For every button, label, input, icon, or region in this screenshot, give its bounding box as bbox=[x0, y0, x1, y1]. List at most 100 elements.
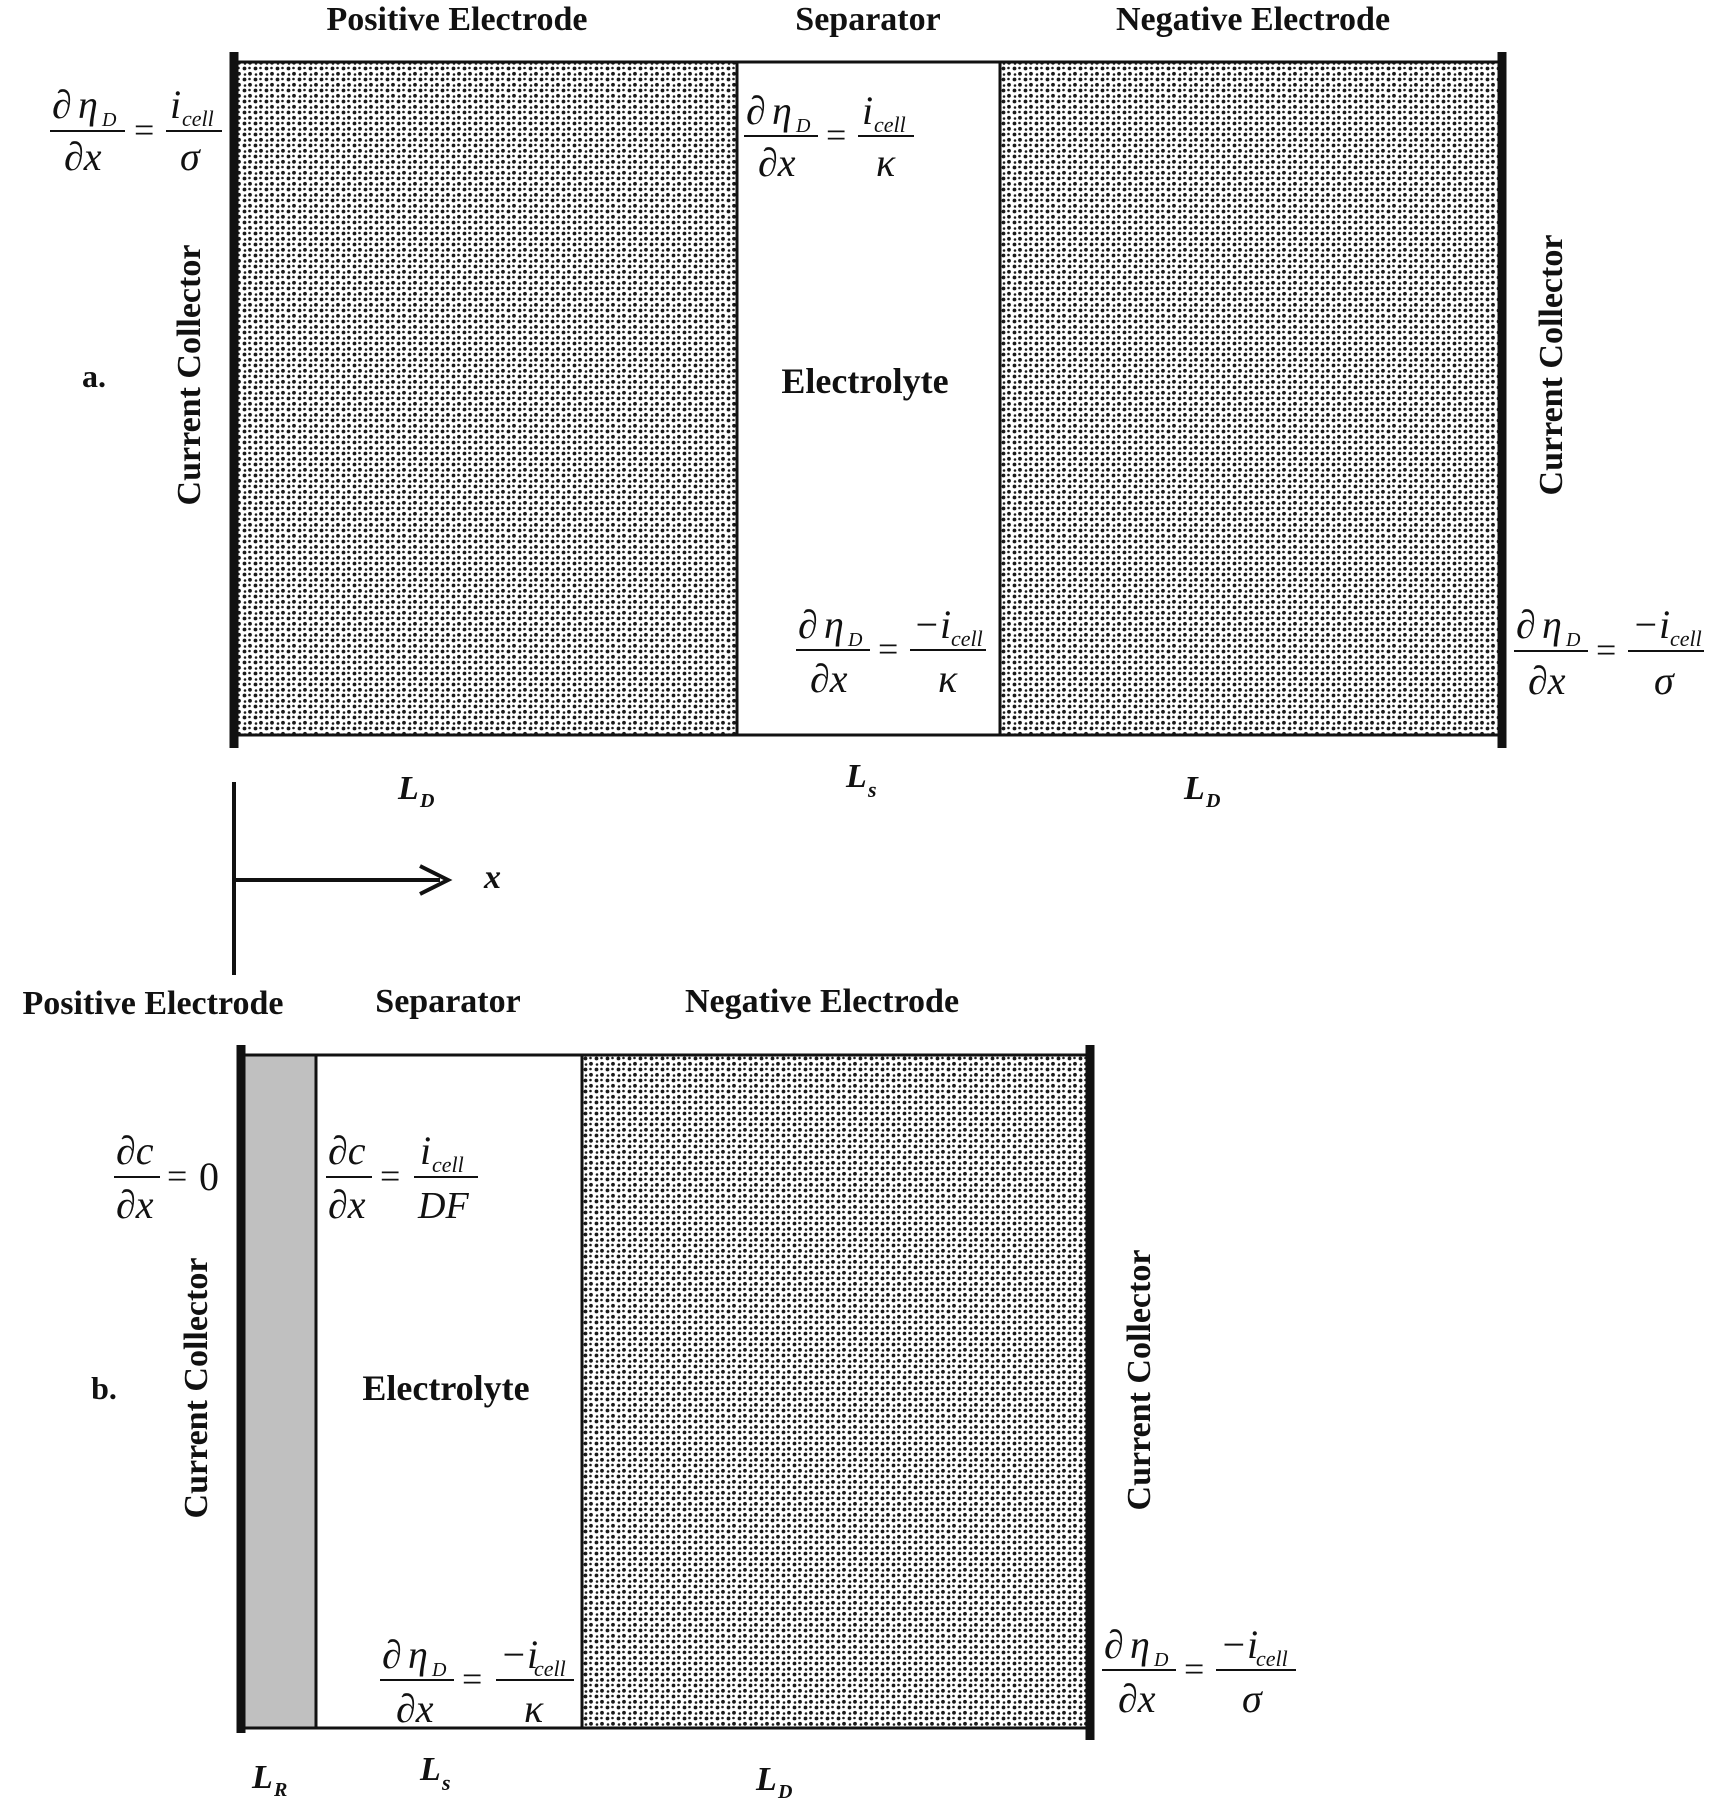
a-eq-right-rden: σ bbox=[1654, 658, 1675, 703]
b-panel-tag: b. bbox=[91, 1370, 117, 1406]
panel-b: Positive Electrode Separator Negative El… bbox=[23, 983, 1296, 1800]
b-eq-sep-bottom-var-sub: D bbox=[431, 1659, 447, 1681]
axis-x-label: x bbox=[483, 859, 501, 896]
b-eq-sep-top-equals: = bbox=[380, 1156, 400, 1196]
a-length-left-main: L bbox=[397, 770, 419, 807]
b-eq-left-num: ∂c bbox=[116, 1128, 154, 1173]
a-length-right-main: L bbox=[1183, 770, 1205, 807]
a-eq-sep-bottom-num: −i bbox=[913, 602, 951, 647]
b-length-mid: L s bbox=[419, 1751, 451, 1795]
b-eq-left-rhs: 0 bbox=[199, 1154, 219, 1199]
b-length-right-sub: D bbox=[777, 1781, 792, 1800]
a-eq-sep-top-den: ∂x bbox=[758, 140, 796, 185]
b-length-left-sub: R bbox=[273, 1779, 287, 1800]
a-right-collector-label: Current Collector bbox=[1533, 235, 1570, 496]
a-eq-right-var-sub: D bbox=[1565, 629, 1581, 651]
b-eq-right-partial: ∂ bbox=[1104, 1622, 1124, 1667]
a-eq-right-den: ∂x bbox=[1528, 658, 1566, 703]
b-eq-right-var: η bbox=[1130, 1622, 1150, 1667]
b-length-mid-main: L bbox=[419, 1751, 441, 1788]
panel-a: Positive Electrode Separator Negative El… bbox=[50, 1, 1704, 812]
b-eq-right-equals: = bbox=[1184, 1649, 1204, 1689]
b-eq-sep-bottom-num: −i bbox=[500, 1632, 538, 1677]
a-eq-left-den: ∂x bbox=[64, 134, 102, 179]
a-eq-sep-top-num-sub: cell bbox=[874, 112, 906, 137]
a-eq-left: ∂ η D ∂x = i cell σ bbox=[50, 82, 222, 179]
b-eq-left: ∂c ∂x = 0 bbox=[114, 1128, 219, 1227]
a-eq-left-var: η bbox=[78, 82, 98, 127]
b-eq-right-den: ∂x bbox=[1118, 1676, 1156, 1721]
b-eq-sep-bottom: ∂ η D ∂x = −i cell κ bbox=[380, 1632, 574, 1731]
b-eq-sep-top-rnum-sub: cell bbox=[432, 1152, 464, 1177]
a-negative-electrode-label: Negative Electrode bbox=[1116, 1, 1390, 38]
a-eq-sep-bottom-num-sub: cell bbox=[951, 626, 983, 651]
a-length-right-sub: D bbox=[1205, 790, 1220, 812]
b-eq-sep-bottom-equals: = bbox=[462, 1659, 482, 1699]
a-panel-tag: a. bbox=[82, 358, 106, 394]
b-eq-right-num: −i bbox=[1220, 1622, 1258, 1667]
a-positive-electrode-region bbox=[233, 60, 739, 737]
a-eq-right-var: η bbox=[1542, 602, 1562, 647]
a-eq-sep-top-var: η bbox=[772, 88, 792, 133]
a-eq-sep-bottom-den: ∂x bbox=[810, 656, 848, 701]
a-length-mid-main: L bbox=[845, 758, 867, 795]
a-eq-sep-bottom: ∂ η D ∂x = −i cell κ bbox=[796, 602, 986, 701]
a-eq-right-equals: = bbox=[1596, 630, 1616, 670]
a-electrolyte-label: Electrolyte bbox=[781, 361, 948, 401]
b-separator-label: Separator bbox=[375, 983, 520, 1020]
b-positive-electrode-region bbox=[240, 1053, 318, 1730]
b-negative-electrode-label: Negative Electrode bbox=[685, 983, 959, 1020]
a-eq-left-rden: σ bbox=[180, 134, 201, 179]
a-eq-left-equals: = bbox=[134, 110, 154, 150]
a-eq-left-num: i bbox=[170, 82, 181, 127]
b-eq-right-rden: σ bbox=[1242, 1676, 1263, 1721]
a-eq-sep-top-num: i bbox=[862, 88, 873, 133]
a-eq-sep-bottom-var: η bbox=[824, 602, 844, 647]
b-length-left-main: L bbox=[251, 1759, 273, 1796]
b-eq-sep-bottom-var: η bbox=[408, 1632, 428, 1677]
b-positive-electrode-label: Positive Electrode bbox=[23, 985, 284, 1022]
b-eq-right: ∂ η D ∂x = −i cell σ bbox=[1102, 1622, 1296, 1721]
a-eq-sep-bottom-var-sub: D bbox=[847, 629, 863, 651]
b-electrolyte-label: Electrolyte bbox=[362, 1368, 529, 1408]
b-eq-sep-bottom-partial: ∂ bbox=[382, 1632, 402, 1677]
a-eq-sep-bottom-equals: = bbox=[878, 629, 898, 669]
a-separator-label: Separator bbox=[795, 1, 940, 38]
a-eq-left-var-sub: D bbox=[101, 109, 117, 131]
b-eq-sep-bottom-num-sub: cell bbox=[534, 1656, 566, 1681]
a-eq-right-num: −i bbox=[1632, 602, 1670, 647]
a-length-right: L D bbox=[1183, 770, 1220, 812]
a-eq-right-partial: ∂ bbox=[1516, 602, 1536, 647]
a-length-mid-sub: s bbox=[867, 777, 877, 802]
b-eq-sep-bottom-den: ∂x bbox=[396, 1686, 434, 1731]
a-eq-left-partial: ∂ bbox=[52, 82, 72, 127]
a-eq-right-num-sub: cell bbox=[1670, 626, 1702, 651]
a-eq-sep-bottom-partial: ∂ bbox=[798, 602, 818, 647]
a-eq-left-num-sub: cell bbox=[182, 106, 214, 131]
axis-arrowhead bbox=[419, 864, 453, 896]
b-separator-region bbox=[314, 1053, 584, 1730]
b-eq-sep-bottom-rden: κ bbox=[524, 1686, 544, 1731]
a-eq-sep-top: ∂ η D ∂x = i cell κ bbox=[744, 88, 914, 185]
a-length-left: L D bbox=[397, 770, 434, 812]
b-eq-left-den: ∂x bbox=[116, 1182, 154, 1227]
a-positive-electrode-label: Positive Electrode bbox=[327, 1, 588, 38]
b-eq-right-var-sub: D bbox=[1153, 1649, 1169, 1671]
a-left-collector-label: Current Collector bbox=[171, 245, 208, 506]
a-eq-sep-top-var-sub: D bbox=[795, 115, 811, 137]
a-eq-sep-bottom-rden: κ bbox=[938, 656, 958, 701]
b-length-left: L R bbox=[251, 1759, 287, 1800]
b-length-right: L D bbox=[755, 1761, 792, 1800]
b-eq-left-equals: = bbox=[167, 1156, 187, 1196]
b-eq-right-num-sub: cell bbox=[1256, 1646, 1288, 1671]
a-length-mid: L s bbox=[845, 758, 877, 802]
b-length-right-main: L bbox=[755, 1761, 777, 1798]
b-eq-sep-top-rden: DF bbox=[417, 1185, 469, 1227]
a-eq-sep-top-equals: = bbox=[826, 115, 846, 155]
b-negative-electrode-region bbox=[580, 1053, 1092, 1730]
b-eq-sep-top-den: ∂x bbox=[328, 1182, 366, 1227]
a-separator-region bbox=[735, 60, 1002, 737]
b-eq-sep-top-num: ∂c bbox=[328, 1128, 366, 1173]
